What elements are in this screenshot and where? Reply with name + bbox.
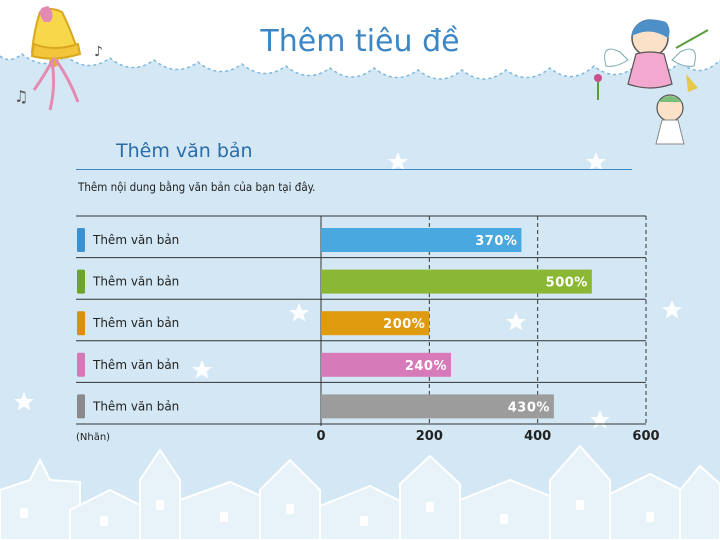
bar-value-label: 500%	[546, 276, 588, 291]
category-label: Thêm văn bản	[92, 358, 179, 372]
bar	[321, 394, 554, 419]
svg-text:♪: ♪	[94, 44, 103, 60]
category-label: Thêm văn bản	[92, 275, 179, 289]
category-marker	[77, 228, 85, 252]
x-tick-label: 600	[632, 429, 659, 444]
category-marker	[77, 352, 85, 377]
subtitle[interactable]: Thêm văn bản	[116, 140, 253, 162]
bar-value-label: 370%	[475, 234, 517, 249]
bar-row: Thêm văn bản 430%	[77, 394, 554, 419]
bar-row: Thêm văn bản 500%	[77, 269, 592, 294]
bar-value-label: 240%	[405, 359, 447, 374]
chart-rows: Thêm văn bản 370%Thêm văn bản 500%Thêm văn…	[77, 228, 592, 419]
x-tick-label: 0	[316, 429, 325, 444]
cloud-banner	[0, 0, 720, 80]
fairy-decoration	[594, 19, 709, 145]
body-text[interactable]: Thêm nội dung bằng văn bản của bạn tại đ…	[78, 180, 316, 194]
category-marker	[77, 269, 85, 294]
bar	[321, 311, 430, 336]
bar	[321, 269, 592, 294]
bar-value-label: 430%	[508, 400, 550, 415]
bar	[321, 228, 522, 252]
bar-row: Thêm văn bản 200%	[77, 311, 430, 336]
category-marker	[77, 311, 85, 336]
x-tick-label: 400	[524, 429, 551, 444]
castle-skyline-decoration	[0, 444, 720, 540]
bar-row: Thêm văn bản 240%	[77, 352, 451, 377]
x-tick-label: 200	[416, 429, 443, 444]
category-label: Thêm văn bản	[92, 233, 179, 247]
subtitle-divider	[76, 169, 632, 170]
bar-row: Thêm văn bản 370%	[77, 228, 522, 252]
chart-x-ticks: 0 200 400 600	[316, 429, 659, 444]
svg-text:♫: ♫	[14, 87, 28, 106]
bell-decoration: ♪ ♫	[14, 6, 103, 111]
category-label: Thêm văn bản	[92, 399, 179, 413]
slide-title[interactable]: Thêm tiêu đề	[260, 24, 460, 59]
bar	[321, 352, 451, 377]
bar-value-label: 200%	[383, 317, 425, 332]
chart-unit-label: (Nhãn)	[76, 432, 111, 443]
category-label: Thêm văn bản	[92, 316, 179, 330]
category-marker	[77, 394, 85, 419]
